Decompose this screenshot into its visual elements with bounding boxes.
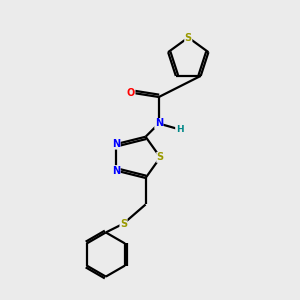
Text: N: N [155,118,163,128]
Text: O: O [127,88,135,98]
Text: S: S [120,219,127,229]
Text: S: S [157,152,164,162]
Text: S: S [185,32,192,43]
Text: H: H [176,125,183,134]
Text: N: N [112,139,120,149]
Text: N: N [112,166,120,176]
